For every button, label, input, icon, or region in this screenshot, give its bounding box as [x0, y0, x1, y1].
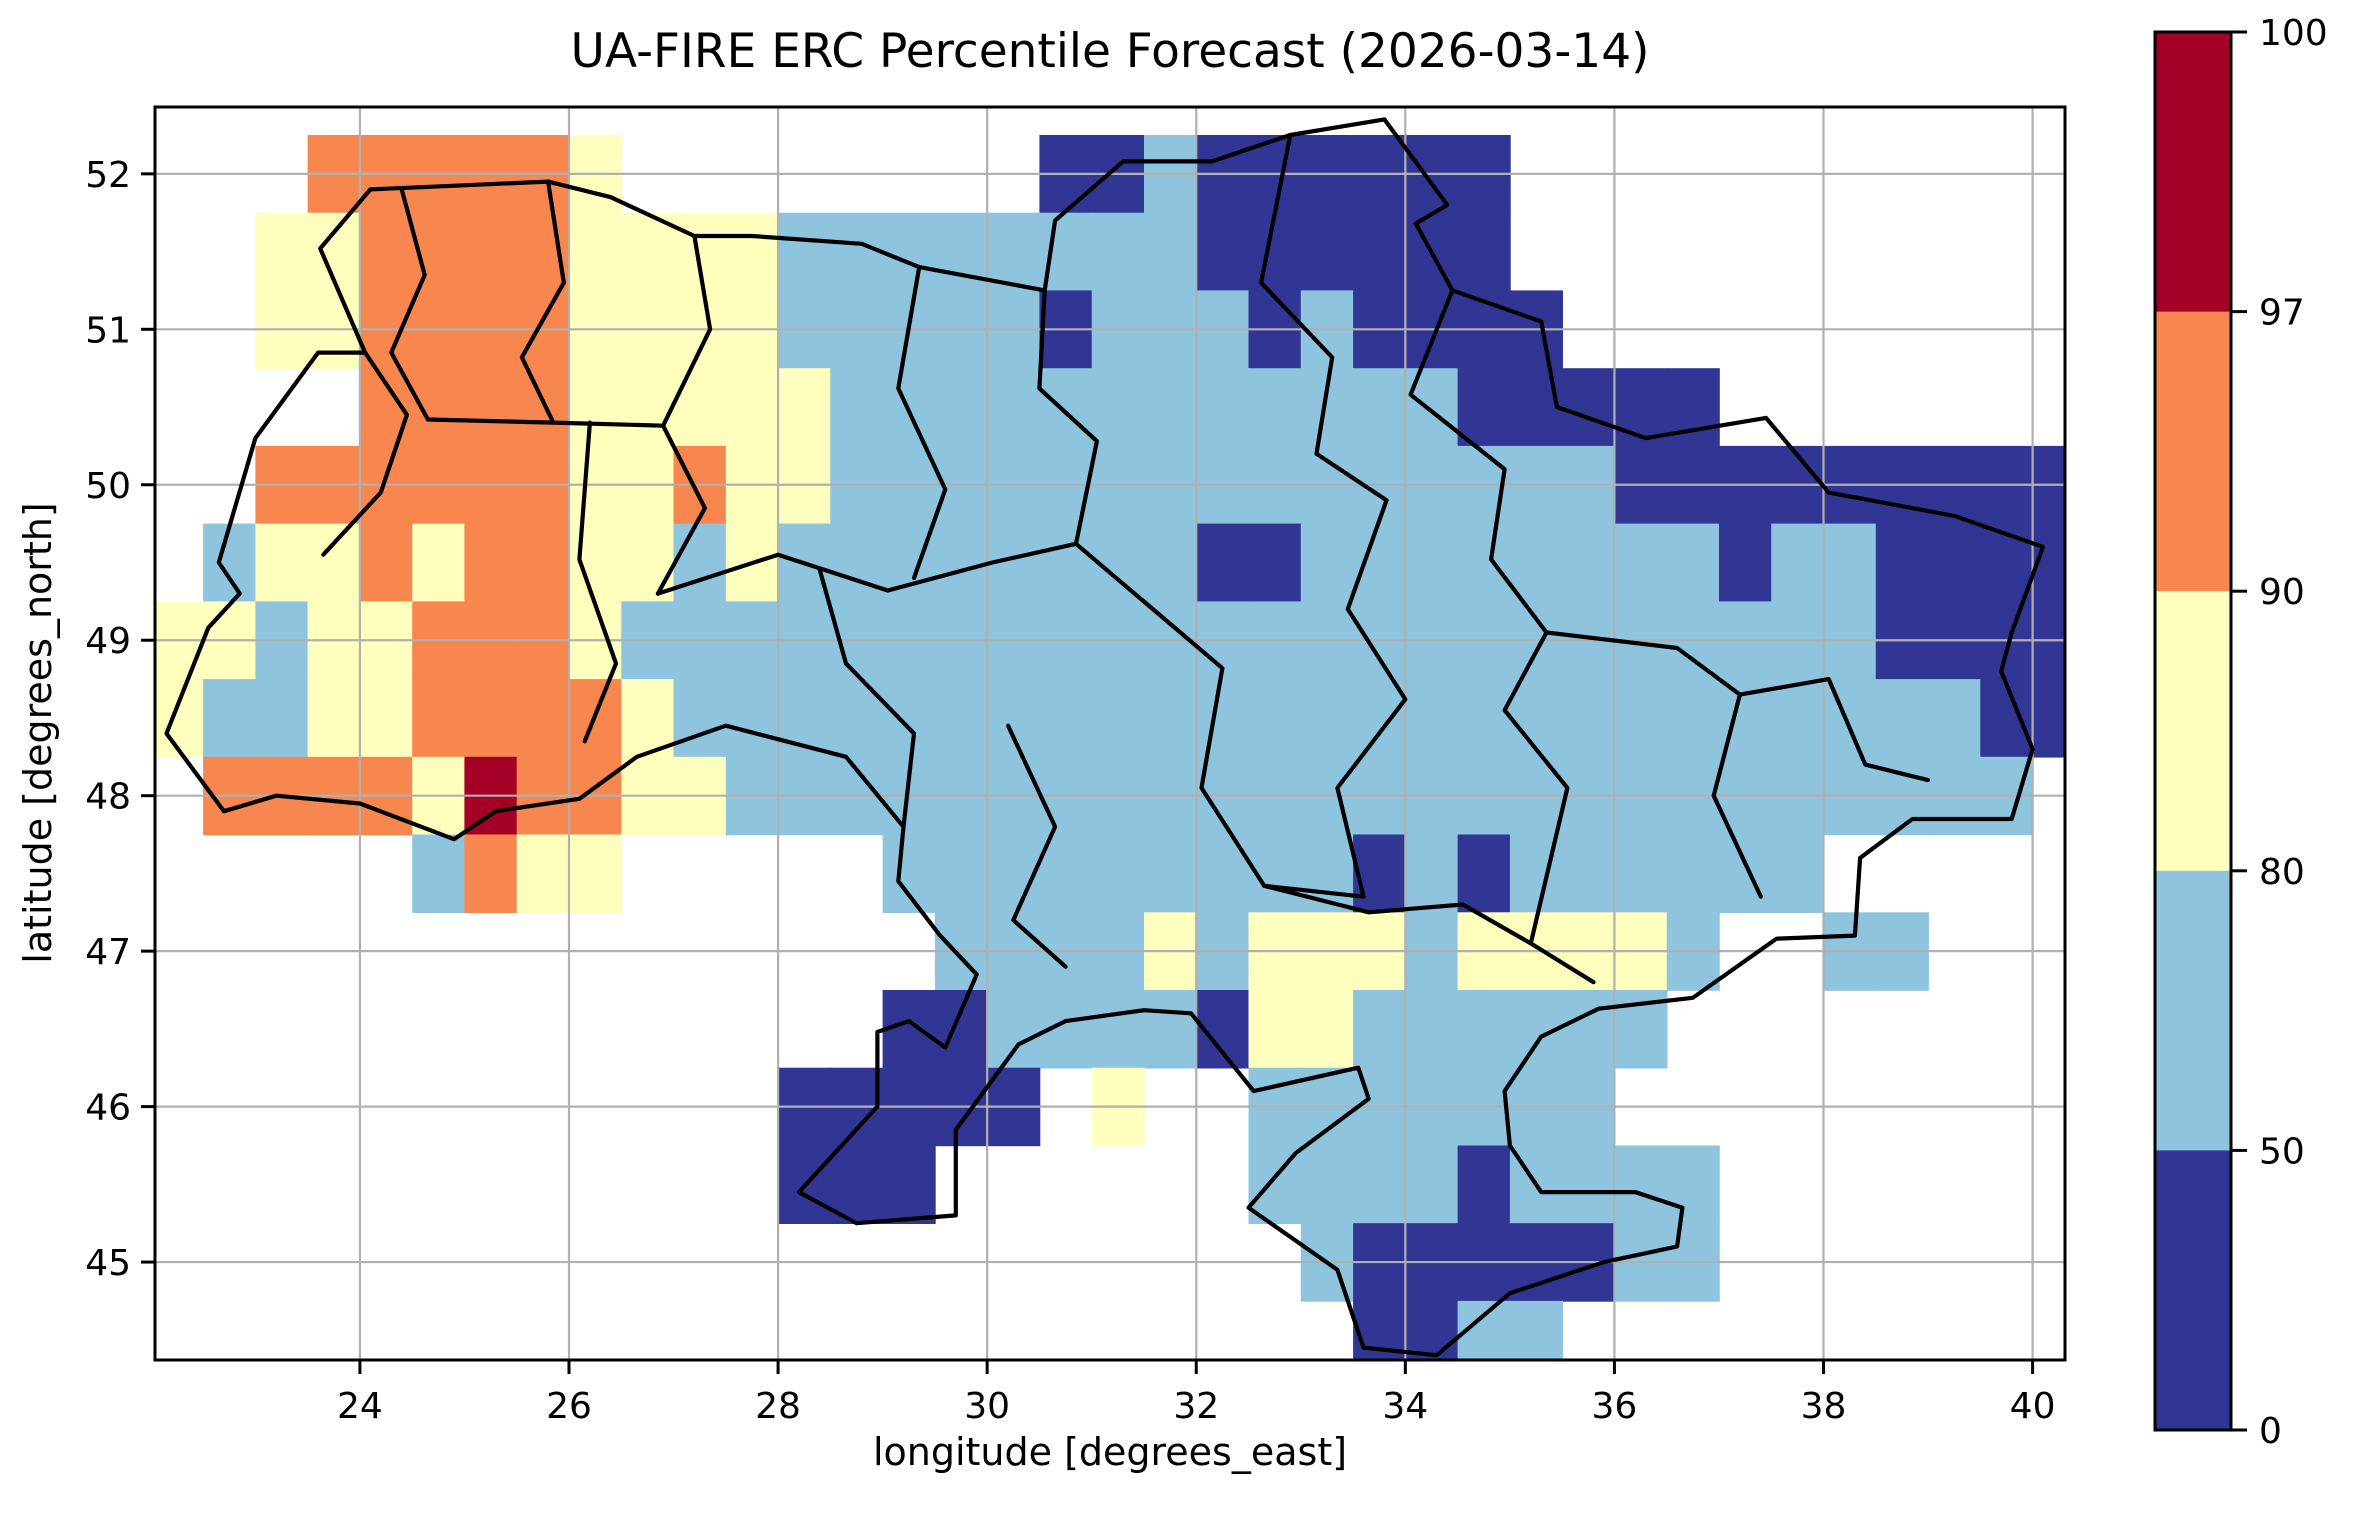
colorbar-tick-label: 50: [2259, 1131, 2305, 1172]
x-tick-label: 40: [2010, 1386, 2056, 1427]
y-tick-label: 46: [85, 1088, 131, 1129]
y-tick-label: 48: [85, 777, 131, 818]
y-axis-ticks: 52 51 50 49 48 47 46 45: [85, 155, 155, 1284]
oblast-borders: [164, 117, 2046, 1358]
colorbar-outline: [2153, 30, 2233, 1432]
ukraine-outline: [164, 117, 2046, 1358]
x-tick-label: 28: [755, 1386, 801, 1427]
x-tick-label: 30: [964, 1386, 1010, 1427]
y-axis-label: latitude [degrees_north]: [16, 502, 60, 964]
x-tick-label: 34: [1382, 1386, 1428, 1427]
axes-spines: [153, 105, 2067, 1362]
x-tick-label: 36: [1592, 1386, 1638, 1427]
x-tick-label: 26: [546, 1386, 592, 1427]
colorbar: 100 97 90 80 50 0: [2153, 13, 2328, 1452]
y-tick-label: 51: [85, 310, 131, 351]
y-tick-label: 49: [85, 621, 131, 662]
x-axis-ticks: 24 26 28 30 32 34 36 38 40: [337, 1360, 2055, 1427]
y-tick-label: 47: [85, 932, 131, 973]
y-tick-label: 52: [85, 155, 131, 196]
colorbar-tick-label: 0: [2259, 1411, 2282, 1452]
y-tick-label: 45: [85, 1243, 131, 1284]
y-tick-label: 50: [85, 466, 131, 507]
x-tick-label: 32: [1173, 1386, 1219, 1427]
x-axis-label: longitude [degrees_east]: [872, 1430, 1348, 1474]
colorbar-tick-label: 97: [2259, 293, 2305, 334]
x-tick-label: 24: [337, 1386, 383, 1427]
heatmap-cells: [155, 135, 2065, 1360]
colorbar-tick-label: 100: [2259, 13, 2328, 54]
colorbar-tick-label: 90: [2259, 572, 2305, 613]
x-tick-label: 38: [1801, 1386, 1847, 1427]
colorbar-tick-label: 80: [2259, 852, 2305, 893]
plot-title: UA-FIRE ERC Percentile Forecast (2026-03…: [570, 24, 1650, 79]
